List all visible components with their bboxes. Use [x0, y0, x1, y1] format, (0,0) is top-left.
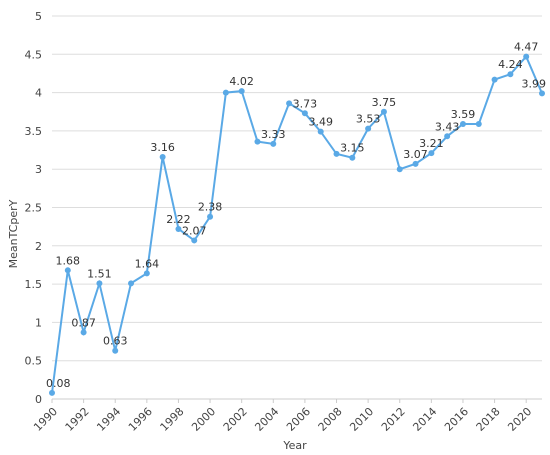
data-label: 1.68 — [56, 254, 81, 267]
data-label: 4.02 — [229, 75, 254, 88]
data-point — [507, 71, 514, 78]
data-label: 3.16 — [150, 141, 175, 154]
x-tick-label: 2012 — [379, 405, 408, 434]
data-label: 0.87 — [71, 316, 96, 329]
data-label: 3.43 — [435, 120, 460, 133]
data-label: 2.38 — [198, 201, 223, 214]
data-label: 2.07 — [182, 224, 207, 237]
data-point — [444, 133, 451, 140]
data-point — [207, 213, 214, 220]
data-point — [143, 270, 150, 277]
y-tick-label: 5 — [35, 10, 42, 23]
data-point — [412, 160, 419, 167]
y-tick-labels: 0 0.5 1 1.5 2 2.5 3 3.5 4 4.5 5 — [25, 10, 43, 406]
grid-lines — [52, 15, 542, 400]
y-tick-label: 2 — [35, 240, 42, 253]
data-label: 2.22 — [166, 213, 191, 226]
y-tick-label: 0 — [35, 393, 42, 406]
data-point — [317, 128, 324, 135]
x-tick-label: 1992 — [63, 405, 92, 434]
x-tick-label: 2004 — [252, 405, 281, 434]
data-label: 4.47 — [514, 41, 539, 54]
x-tick-labels: 1990 1992 1994 1996 1998 2000 2002 2004 2006 2008… — [31, 399, 534, 434]
data-label: 4.24 — [498, 58, 523, 71]
data-label: 3.73 — [293, 97, 318, 110]
data-point — [96, 280, 103, 287]
data-point — [175, 225, 182, 232]
x-tick-label: 2008 — [316, 405, 345, 434]
data-point — [459, 121, 466, 128]
data-point — [112, 347, 119, 354]
x-tick-label: 1996 — [126, 405, 155, 434]
y-axis-title: MeanTCperY — [7, 199, 20, 268]
data-point — [49, 389, 55, 396]
data-label: 3.75 — [372, 96, 397, 109]
x-tick-label: 2006 — [284, 405, 313, 434]
data-label: 3.49 — [308, 116, 333, 129]
data-label: 1.64 — [135, 257, 160, 270]
data-label: 3.07 — [403, 148, 428, 161]
series-line — [51, 54, 543, 394]
x-tick-label: 2000 — [189, 405, 218, 434]
data-point — [286, 100, 293, 107]
y-tick-label: 2.5 — [25, 202, 43, 215]
data-point — [380, 108, 387, 115]
data-point — [301, 110, 308, 117]
data-label: 3.15 — [340, 142, 365, 155]
data-label: 3.21 — [419, 137, 444, 150]
x-tick-label: 2020 — [505, 405, 534, 434]
x-tick-label: 2002 — [221, 405, 250, 434]
y-tick-label: 1.5 — [25, 278, 43, 291]
x-tick-label: 1990 — [31, 405, 60, 434]
data-label: 3.53 — [356, 113, 381, 126]
data-point — [222, 89, 229, 96]
y-tick-label: 4 — [35, 87, 42, 100]
data-label: 1.51 — [87, 267, 112, 280]
data-label: 3.99 — [522, 77, 547, 90]
data-point — [475, 121, 482, 128]
data-label: 0.63 — [103, 335, 128, 348]
data-point — [270, 140, 277, 147]
y-tick-label: 0.5 — [25, 355, 43, 368]
x-tick-label: 1998 — [158, 405, 187, 434]
y-tick-label: 1 — [35, 316, 42, 329]
y-tick-label: 3.5 — [25, 125, 43, 138]
data-point — [238, 88, 245, 95]
data-point — [333, 150, 340, 157]
x-tick-label: 1994 — [94, 405, 123, 434]
data-point — [396, 166, 403, 173]
data-point — [128, 280, 135, 287]
data-label: 3.33 — [261, 128, 286, 141]
data-points — [49, 53, 545, 396]
x-tick-label: 2010 — [347, 405, 376, 434]
x-tick-label: 2014 — [410, 405, 439, 434]
data-point — [64, 267, 71, 274]
data-point — [491, 76, 498, 83]
data-point — [428, 150, 435, 157]
data-point — [191, 237, 198, 244]
data-point — [365, 125, 372, 132]
x-axis-title: Year — [282, 439, 307, 452]
data-label: 3.59 — [451, 108, 476, 121]
data-point — [523, 53, 530, 60]
data-point — [159, 153, 166, 160]
data-point — [349, 154, 356, 161]
data-point — [254, 138, 261, 145]
data-label: 0.08 — [46, 377, 71, 390]
data-point — [80, 329, 87, 336]
y-tick-label: 4.5 — [25, 48, 43, 61]
data-point — [539, 90, 545, 97]
data-labels: 0.08 1.68 0.87 1.51 0.63 1.64 3.16 2.222.07 2.38… — [46, 41, 546, 390]
x-tick-label: 2018 — [474, 405, 503, 434]
x-tick-label: 2016 — [442, 405, 471, 434]
y-tick-label: 3 — [35, 163, 42, 176]
